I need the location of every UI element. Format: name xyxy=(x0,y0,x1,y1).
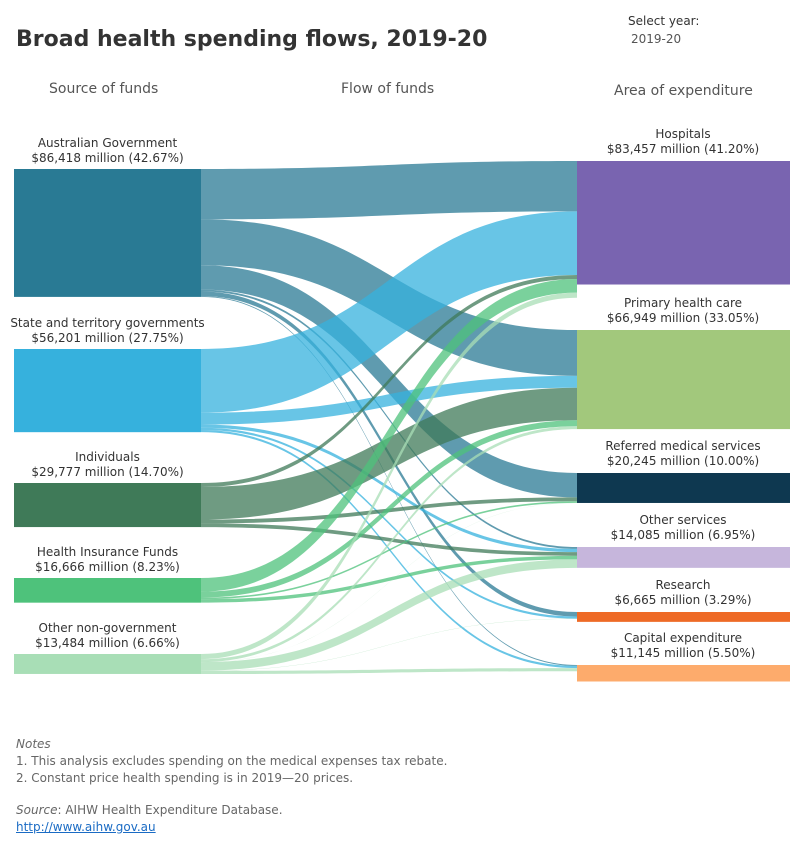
source-value-health-insurance-funds: $16,666 million (8.23%) xyxy=(35,560,180,574)
flow-health-insurance-funds-to-hospitals[interactable] xyxy=(201,278,577,592)
source-link[interactable]: http://www.aihw.gov.au xyxy=(16,820,156,834)
source-value-australian-government: $86,418 million (42.67%) xyxy=(31,151,183,165)
flow-individuals-to-other-services[interactable] xyxy=(201,523,577,556)
source-node-state-and-territory-governments[interactable] xyxy=(14,349,201,433)
year-selector-label: Select year: xyxy=(628,14,700,28)
flow-state-and-territory-governments-to-research[interactable] xyxy=(201,427,577,619)
flow-other-non-government-to-hospitals[interactable] xyxy=(201,292,577,660)
source-label: Source xyxy=(16,803,58,817)
flow-other-non-government-to-referred-medical-services[interactable] xyxy=(201,502,577,663)
source-label-individuals: Individuals xyxy=(75,450,140,464)
column-header-flows: Flow of funds xyxy=(341,81,435,97)
flow-state-and-territory-governments-to-hospitals[interactable] xyxy=(201,211,577,413)
notes-section: Notes 1. This analysis excludes spending… xyxy=(16,736,447,787)
flow-state-and-territory-governments-to-primary-health-care[interactable] xyxy=(201,375,577,425)
source-node-individuals[interactable] xyxy=(14,483,201,528)
year-selector-dropdown[interactable]: 2019-20 xyxy=(631,32,682,46)
flow-individuals-to-primary-health-care[interactable] xyxy=(201,387,577,520)
target-value-capital-expenditure: $11,145 million (5.50%) xyxy=(611,646,756,660)
source-value-other-non-government: $13,484 million (6.66%) xyxy=(35,636,180,650)
flow-health-insurance-funds-to-primary-health-care[interactable] xyxy=(201,420,577,598)
notes-heading: Notes xyxy=(16,737,51,751)
target-value-primary-health-care: $66,949 million (33.05%) xyxy=(607,311,759,325)
chart-title: Broad health spending flows, 2019-20 xyxy=(16,27,488,52)
source-label-health-insurance-funds: Health Insurance Funds xyxy=(37,545,178,559)
target-node-primary-health-care[interactable] xyxy=(577,330,790,430)
flow-australian-government-to-capital-expenditure[interactable] xyxy=(201,295,577,666)
target-label-other-services: Other services xyxy=(639,513,726,527)
source-value-state-and-territory-governments: $56,201 million (27.75%) xyxy=(31,331,183,345)
nodes-layer xyxy=(14,161,790,682)
target-value-hospitals: $83,457 million (41.20%) xyxy=(607,142,759,156)
note-item-1: 1. This analysis excludes spending on th… xyxy=(16,754,448,768)
flow-australian-government-to-other-services[interactable] xyxy=(201,289,577,549)
source-label-australian-government: Australian Government xyxy=(38,136,178,150)
note-item-2: 2. Constant price health spending is in … xyxy=(16,771,354,785)
sankey-chart: Australian Government$86,418 million (42… xyxy=(10,127,790,682)
source-node-health-insurance-funds[interactable] xyxy=(14,578,201,603)
column-header-areas: Area of expenditure xyxy=(614,83,753,99)
target-value-research: $6,665 million (3.29%) xyxy=(614,593,751,607)
target-value-other-services: $14,085 million (6.95%) xyxy=(611,528,756,542)
target-node-other-services[interactable] xyxy=(577,547,790,568)
source-node-other-non-government[interactable] xyxy=(14,654,201,674)
target-value-referred-medical-services: $20,245 million (10.00%) xyxy=(607,454,759,468)
flow-other-non-government-to-other-services[interactable] xyxy=(201,559,577,671)
flow-state-and-territory-governments-to-other-services[interactable] xyxy=(201,424,577,553)
flow-other-non-government-to-capital-expenditure[interactable] xyxy=(201,668,577,675)
labels-layer: Australian Government$86,418 million (42… xyxy=(10,127,760,660)
target-label-research: Research xyxy=(655,578,710,592)
source-value-individuals: $29,777 million (14.70%) xyxy=(31,465,183,479)
target-label-capital-expenditure: Capital expenditure xyxy=(624,631,742,645)
source-text: : AIHW Health Expenditure Database. xyxy=(57,803,283,817)
flow-health-insurance-funds-to-referred-medical-services[interactable] xyxy=(201,501,577,600)
source-label-other-non-government: Other non-government xyxy=(39,621,177,635)
flow-individuals-to-hospitals[interactable] xyxy=(201,274,577,487)
source-node-australian-government[interactable] xyxy=(14,169,201,297)
source-label-state-and-territory-governments: State and territory governments xyxy=(10,316,204,330)
flows-layer xyxy=(201,161,577,675)
target-node-referred-medical-services[interactable] xyxy=(577,473,790,503)
flow-australian-government-to-hospitals[interactable] xyxy=(201,161,577,220)
target-label-hospitals: Hospitals xyxy=(655,127,710,141)
flow-state-and-territory-governments-to-capital-expenditure[interactable] xyxy=(201,429,577,669)
flow-other-non-government-to-research[interactable] xyxy=(201,618,577,671)
flow-other-non-government-to-primary-health-care[interactable] xyxy=(201,426,577,663)
target-node-capital-expenditure[interactable] xyxy=(577,665,790,682)
column-header-sources: Source of funds xyxy=(49,81,159,97)
target-node-hospitals[interactable] xyxy=(577,161,790,285)
target-node-research[interactable] xyxy=(577,612,790,622)
source-section: Source: AIHW Health Expenditure Database… xyxy=(16,802,283,836)
target-label-referred-medical-services: Referred medical services xyxy=(605,439,760,453)
target-label-primary-health-care: Primary health care xyxy=(624,296,742,310)
flow-health-insurance-funds-to-other-services[interactable] xyxy=(201,555,577,603)
